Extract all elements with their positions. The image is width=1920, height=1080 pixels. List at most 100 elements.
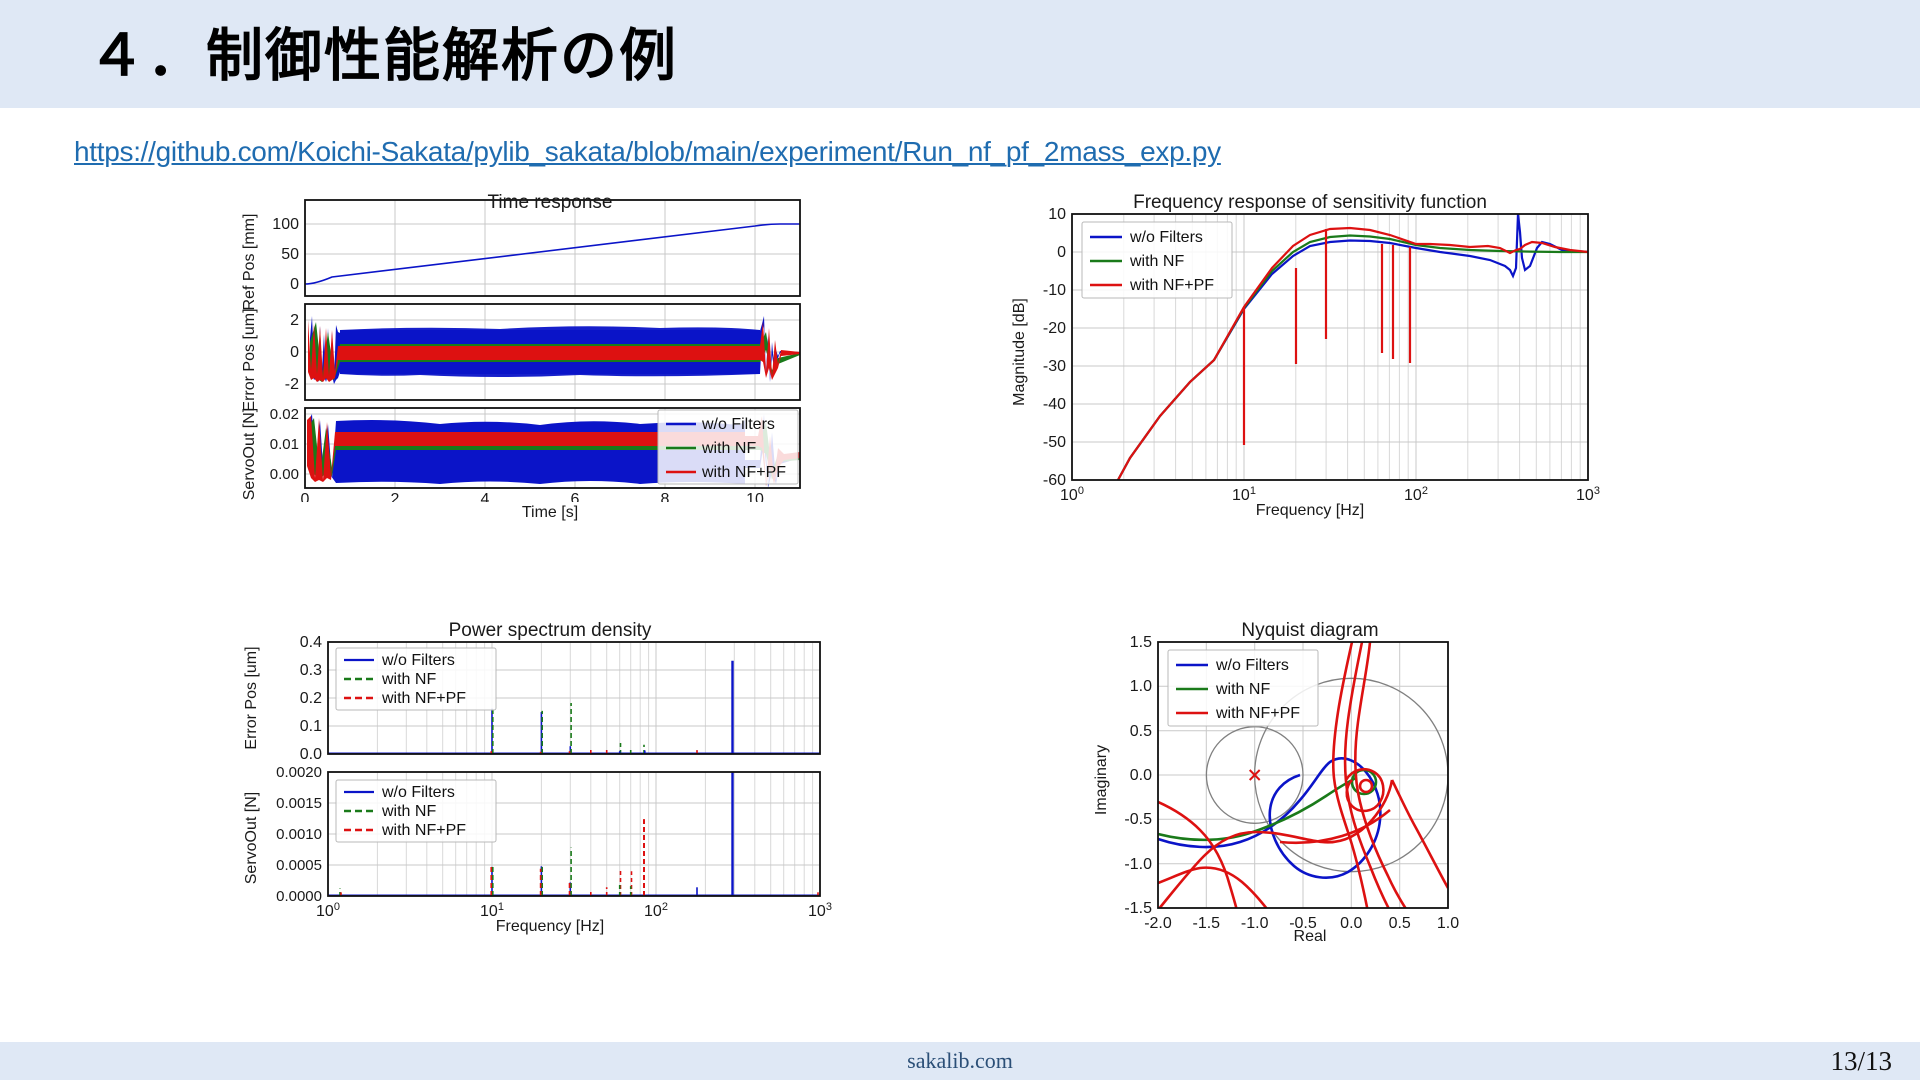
sensitivity-circle (1205, 726, 1304, 824)
nyq-ytick-10: 1.0 (1130, 678, 1152, 695)
psd-err-ytick-00: 0.0 (300, 746, 322, 763)
legend-item-wo-filters: w/o Filters (381, 784, 455, 801)
sens-ytick-m50: -50 (1043, 434, 1066, 451)
sens-ytick-0: 0 (1057, 244, 1066, 261)
psd-servoout-axis-label: ServoOut [N] (243, 792, 260, 884)
psd-err-ytick-04: 0.4 (300, 634, 322, 651)
legend-item-with-nf: with NF (381, 671, 436, 688)
sensitivity-svg: Magnitude [dB] (1011, 206, 1600, 504)
subplot-error-pos: 2 0 -2 (285, 303, 801, 401)
time-xtick-6: 6 (571, 491, 580, 502)
nyquist-xaxis-label: Real (1293, 928, 1327, 945)
nyq-ytick-00: 0.0 (1130, 767, 1152, 784)
nyq-xtick-m20: -2.0 (1144, 915, 1172, 932)
subplot-ref-pos: 100 50 0 (272, 199, 801, 297)
psd-servoout-legend: w/o Filters with NF with NF+PF (335, 779, 497, 843)
sensitivity-yaxis-label: Magnitude [dB] (1011, 298, 1028, 406)
servoout-tick-001: 0.01 (270, 436, 299, 453)
figure-sensitivity: Frequency response of sensitivity functi… (1010, 192, 1610, 522)
time-response-xaxis-label: Time [s] (521, 504, 579, 521)
legend-item-wo-filters: w/o Filters (1215, 657, 1289, 674)
header-band (0, 0, 1920, 108)
psd-err-ytick-02: 0.2 (300, 690, 322, 707)
ref-pos-tick-0: 0 (290, 276, 299, 293)
sensitivity-legend: w/o Filters with NF with NF+PF (1081, 221, 1233, 299)
psd-error-pos-axis-label: Error Pos [um] (243, 646, 260, 749)
page-number: 13/13 (1830, 1046, 1892, 1076)
nyq-xtick-m15: -1.5 (1193, 915, 1221, 932)
legend-item-with-nf: with NF (1129, 253, 1184, 270)
ref-pos-tick-50: 50 (281, 246, 299, 263)
nyq-xtick-m10: -1.0 (1241, 915, 1269, 932)
servoout-axis-label: ServoOut [N] (241, 408, 258, 500)
legend-item-with-nf-pf: with NF+PF (1129, 277, 1214, 294)
psd-subplot-error-pos: 0.4 0.3 0.2 0.1 0.0 w/o Filters with NF … (300, 634, 821, 763)
source-code-link[interactable]: https://github.com/Koichi-Sakata/pylib_s… (74, 136, 1221, 167)
psd-error-pos-legend: w/o Filters with NF with NF+PF (335, 647, 497, 711)
figure-time-response-title: Time response (487, 192, 613, 213)
psd-srv-ytick-00015: 0.0015 (276, 795, 322, 812)
figure-sensitivity-title: Frequency response of sensitivity functi… (1133, 192, 1487, 213)
ref-pos-axis-label: Ref Pos [mm] (241, 214, 258, 311)
sens-ytick-m30: -30 (1043, 358, 1066, 375)
error-pos-axis-label: Error Pos [um] (241, 308, 258, 411)
sens-ytick-m10: -10 (1043, 282, 1066, 299)
nyq-xtick-05: 0.5 (1389, 915, 1411, 932)
legend-item-with-nf: with NF (1215, 681, 1270, 698)
legend-item-wo-filters: w/o Filters (701, 416, 775, 433)
time-xtick-2: 2 (391, 491, 400, 502)
sens-ytick-10: 10 (1048, 206, 1066, 223)
sens-ytick-m60: -60 (1043, 472, 1066, 489)
psd-err-ytick-03: 0.3 (300, 662, 322, 679)
figure-nyquist-title: Nyquist diagram (1241, 620, 1379, 641)
nyq-xtick-00: 0.0 (1340, 915, 1362, 932)
time-xtick-4: 4 (481, 491, 490, 502)
nyq-ytick-m10: -1.0 (1124, 856, 1152, 873)
figure-psd: Power spectrum density Error Pos [um] Se… (240, 620, 860, 950)
nyquist-with-nf-pf-curves (1158, 642, 1448, 908)
sensitivity-xaxis-label: Frequency [Hz] (1255, 502, 1365, 519)
figure-time-response: Time response Ref Pos [mm] Error Pos [um… (240, 192, 860, 521)
nyq-xtick-m05: -0.5 (1289, 915, 1317, 932)
ref-pos-tick-100: 100 (272, 216, 299, 233)
sensitivity-with-nf-pf-curve (1117, 226, 1589, 481)
servoout-tick-002: 0.02 (270, 406, 299, 423)
nyq-xtick-10: 1.0 (1437, 915, 1459, 932)
nyquist-legend: w/o Filters with NF with NF+PF (1167, 649, 1319, 727)
legend-item-with-nf-pf: with NF+PF (381, 690, 466, 707)
nyquist-yaxis-label: Imaginary (1093, 745, 1110, 815)
critical-point-marker (1248, 769, 1261, 781)
servoout-tick-000: 0.00 (270, 466, 299, 483)
time-xtick-0: 0 (301, 491, 310, 502)
footer-band (0, 1042, 1920, 1080)
nyq-ytick-m05: -0.5 (1124, 811, 1152, 828)
error-pos-with-nf-pf-trace (308, 320, 800, 382)
servoout-with-nf-trace (308, 418, 800, 480)
sens-ytick-m20: -20 (1043, 320, 1066, 337)
psd-svg: Error Pos [um] ServoOut [N] (243, 634, 832, 920)
time-xtick-8: 8 (661, 491, 670, 502)
sens-ytick-m40: -40 (1043, 396, 1066, 413)
figure-psd-title: Power spectrum density (448, 620, 652, 641)
error-pos-tick-0: 0 (290, 344, 299, 361)
nyquist-svg: Imaginary (1093, 634, 1459, 932)
footer-site-name: sakalib.com (907, 1048, 1013, 1073)
error-pos-tick-m2: -2 (285, 376, 299, 393)
subplot-servoout: 0.02 0.01 0.00 w/o Filters with NF with … (270, 406, 801, 489)
legend-item-with-nf-pf: with NF+PF (381, 822, 466, 839)
psd-err-ytick-01: 0.1 (300, 718, 322, 735)
psd-srv-ytick-00020: 0.0020 (276, 764, 322, 781)
legend-item-with-nf-pf: with NF+PF (1215, 705, 1300, 722)
legend-item-wo-filters: w/o Filters (381, 652, 455, 669)
psd-srv-ytick-00010: 0.0010 (276, 826, 322, 843)
nyq-ytick-05: 0.5 (1130, 723, 1152, 740)
error-pos-tick-2: 2 (290, 312, 299, 329)
legend-item-with-nf-pf: with NF+PF (701, 464, 786, 481)
sensitivity-notches (1242, 229, 1412, 445)
time-xtick-10: 10 (746, 491, 764, 502)
psd-srv-ytick-00000: 0.0000 (276, 888, 322, 905)
psd-xaxis-label: Frequency [Hz] (495, 918, 605, 935)
psd-subplot-servoout: 0.0020 0.0015 0.0010 0.0005 0.0000 w/o F… (276, 764, 821, 905)
nyq-ytick-15: 1.5 (1130, 634, 1152, 651)
